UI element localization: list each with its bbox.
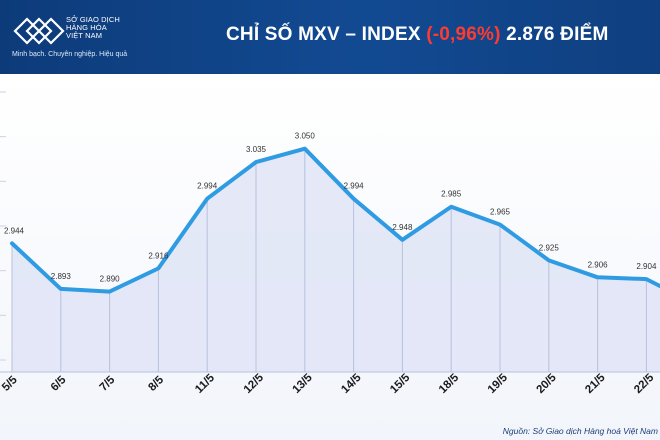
data-point bbox=[352, 197, 356, 201]
data-point bbox=[449, 205, 453, 209]
tagline: Minh bạch. Chuyên nghiệp. Hiệu quả bbox=[12, 51, 128, 58]
data-point bbox=[644, 277, 648, 281]
data-label: 2.994 bbox=[344, 182, 365, 191]
org-name: SỞ GIAO DỊCH HÀNG HÓA VIỆT NAM bbox=[66, 16, 146, 40]
data-point bbox=[596, 275, 600, 279]
x-tick-label: 18/5 bbox=[437, 371, 462, 396]
chart-title: CHỈ SỐ MXV – INDEX (-0,96%) 2.876 ĐIỂM bbox=[226, 24, 608, 46]
data-label: 2.985 bbox=[441, 190, 462, 199]
data-label: 2.925 bbox=[539, 243, 560, 252]
header-banner: SỞ GIAO DỊCH HÀNG HÓA VIỆT NAM Minh bạch… bbox=[0, 0, 660, 74]
data-label: 2.965 bbox=[490, 208, 511, 217]
x-tick-label: 6/5 bbox=[49, 374, 69, 394]
org-name-line: HÀNG HÓA bbox=[66, 23, 107, 32]
data-label: 2.893 bbox=[51, 272, 72, 281]
source-note: Nguồn: Sở Giao dịch Hàng hoá Việt Nam bbox=[502, 426, 658, 436]
x-tick-label: 13/5 bbox=[291, 371, 316, 396]
data-point bbox=[108, 290, 112, 294]
x-tick-label: 14/5 bbox=[339, 371, 364, 396]
data-point bbox=[59, 287, 63, 291]
data-label: 3.035 bbox=[246, 145, 267, 154]
mxv-logo-icon bbox=[13, 17, 65, 45]
data-label: 3.050 bbox=[295, 132, 316, 141]
x-tick-label: 11/5 bbox=[193, 372, 217, 396]
data-point bbox=[547, 258, 551, 262]
data-label: 2.890 bbox=[100, 275, 121, 284]
data-label: 2.944 bbox=[4, 226, 25, 235]
x-tick-label: 19/5 bbox=[486, 371, 511, 396]
line-chart: 2.944 2.893 2.890 2.916 2.994 3.035 3.050 2.994… bbox=[0, 91, 660, 396]
org-name-line: SỞ GIAO DỊCH bbox=[66, 15, 120, 24]
x-tick-label: 5/5 bbox=[0, 374, 20, 394]
data-point bbox=[205, 197, 209, 201]
title-prefix: CHỈ SỐ MXV – INDEX bbox=[226, 24, 421, 45]
x-tick-label: 8/5 bbox=[146, 374, 166, 394]
data-label: 2.994 bbox=[197, 182, 218, 191]
data-point bbox=[498, 223, 502, 227]
data-point bbox=[400, 238, 404, 242]
x-tick-label: 22/5 bbox=[632, 371, 657, 396]
x-tick-label: 15/5 bbox=[388, 371, 413, 396]
data-point bbox=[156, 266, 160, 270]
data-label: 2.904 bbox=[636, 262, 657, 271]
x-tick-label: 7/5 bbox=[98, 374, 118, 394]
chart-area: 2.944 2.893 2.890 2.916 2.994 3.035 3.050 2.994… bbox=[0, 74, 660, 440]
data-point bbox=[10, 241, 14, 245]
data-point bbox=[254, 160, 258, 164]
x-tick-label: 12/5 bbox=[242, 371, 267, 396]
x-tick-label: 21/5 bbox=[583, 371, 608, 396]
title-value: 2.876 ĐIỂM bbox=[506, 24, 609, 45]
org-name-line: VIỆT NAM bbox=[66, 31, 103, 40]
data-point bbox=[303, 147, 307, 151]
data-label: 2.906 bbox=[588, 260, 609, 269]
data-label: 2.916 bbox=[148, 251, 169, 260]
area-fill bbox=[12, 148, 660, 372]
data-label: 2.948 bbox=[392, 223, 413, 232]
x-tick-label: 20/5 bbox=[535, 371, 560, 396]
title-change: (-0,96%) bbox=[426, 24, 501, 45]
